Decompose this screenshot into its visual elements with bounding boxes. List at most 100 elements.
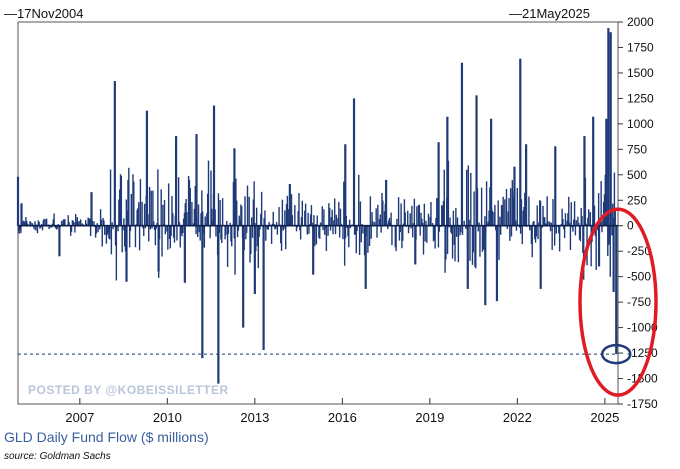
flow-bar [328, 207, 331, 226]
flow-bar [75, 222, 78, 226]
flow-spike [612, 225, 615, 292]
flow-bar [194, 186, 196, 226]
x-tick-label: 2016 [328, 410, 357, 425]
flow-bar [148, 225, 150, 242]
flow-bar [467, 165, 470, 226]
flow-bar [359, 201, 362, 226]
flow-spike [233, 148, 236, 226]
flow-bar [74, 225, 76, 233]
flow-bar [533, 221, 535, 226]
flow-bar [446, 225, 449, 255]
flow-bar [50, 225, 52, 228]
y-tick-label: 750 [627, 142, 647, 156]
flow-bar [349, 225, 352, 229]
flow-bar [258, 225, 260, 237]
flow-bar [225, 225, 227, 236]
flow-bar [138, 225, 141, 251]
flow-bar [509, 225, 511, 241]
flow-spike [525, 144, 528, 226]
flow-bar [237, 225, 240, 231]
flow-bar [370, 225, 372, 239]
flow-bar [558, 225, 561, 252]
flow-bar [343, 225, 346, 266]
flow-bar [541, 225, 543, 228]
y-tick-label: 2000 [627, 15, 654, 29]
flow-bar [291, 215, 294, 226]
flow-bar [172, 213, 174, 226]
flow-bar [348, 225, 350, 248]
flow-bar [241, 206, 243, 226]
flow-bar [339, 208, 342, 226]
flow-bar [597, 193, 600, 226]
flow-bar [515, 225, 518, 231]
flow-bar [473, 191, 475, 226]
flow-bar [153, 221, 155, 226]
flow-bar [438, 225, 440, 232]
flow-bar [452, 210, 455, 226]
flow-bar [578, 222, 580, 226]
flow-bar [214, 209, 216, 226]
flow-bar [217, 193, 220, 226]
flow-bar [231, 225, 233, 247]
flow-bar [575, 220, 577, 226]
flow-bar [612, 203, 614, 226]
flow-bar [290, 194, 293, 226]
flow-bar [287, 209, 289, 226]
flow-bar [523, 207, 525, 226]
y-tick-label: -500 [627, 270, 651, 284]
flow-bar [550, 222, 553, 226]
flow-bar [522, 210, 524, 226]
flow-bar [182, 225, 184, 234]
flow-bar [501, 205, 504, 226]
flow-bar [114, 225, 117, 246]
flow-bar [221, 225, 223, 243]
flow-bar [592, 225, 594, 228]
plot-frame [17, 21, 619, 405]
flow-bar [568, 196, 570, 226]
flow-bar [94, 225, 97, 238]
flow-bar [471, 225, 474, 265]
flow-bar [61, 224, 64, 226]
flow-bar [133, 181, 135, 226]
flow-bar [477, 225, 479, 232]
flow-bar [203, 225, 206, 248]
flow-bar [240, 204, 242, 226]
flow-bar [187, 175, 190, 226]
flow-bar [246, 185, 249, 226]
flow-bar [141, 201, 143, 226]
flow-bar [144, 225, 147, 229]
flow-bar [62, 219, 64, 226]
flow-bar [542, 205, 544, 226]
flow-bar [468, 219, 470, 226]
flow-bar [255, 207, 258, 226]
flow-spike [217, 225, 220, 384]
flow-bar [173, 225, 176, 243]
flow-bar [206, 213, 208, 226]
flow-bar [56, 225, 59, 229]
flow-bar [220, 225, 222, 240]
flow-bar [306, 225, 308, 235]
flow-bar [569, 225, 572, 251]
flow-bar [459, 225, 461, 236]
flow-bar [182, 218, 185, 226]
flow-bar [363, 225, 366, 256]
flow-bar [93, 221, 95, 226]
flow-bar [500, 204, 503, 226]
x-axis: 2007 2010 2013 2016 2019 2022 2025 [65, 398, 619, 425]
flow-bar [71, 220, 74, 226]
flow-bar [297, 211, 299, 226]
flow-bar [323, 209, 325, 226]
flow-bar [418, 204, 421, 226]
flow-bar [493, 212, 495, 226]
flow-bar [197, 225, 199, 237]
flow-bar [260, 191, 263, 226]
flow-bar [376, 225, 378, 238]
flow-bar [463, 220, 465, 226]
flow-bar [153, 225, 156, 231]
flow-bar [578, 225, 581, 240]
flow-bar [188, 179, 191, 226]
flow-bar [544, 223, 547, 226]
flow-spike [253, 225, 256, 294]
flow-bar [313, 215, 315, 226]
